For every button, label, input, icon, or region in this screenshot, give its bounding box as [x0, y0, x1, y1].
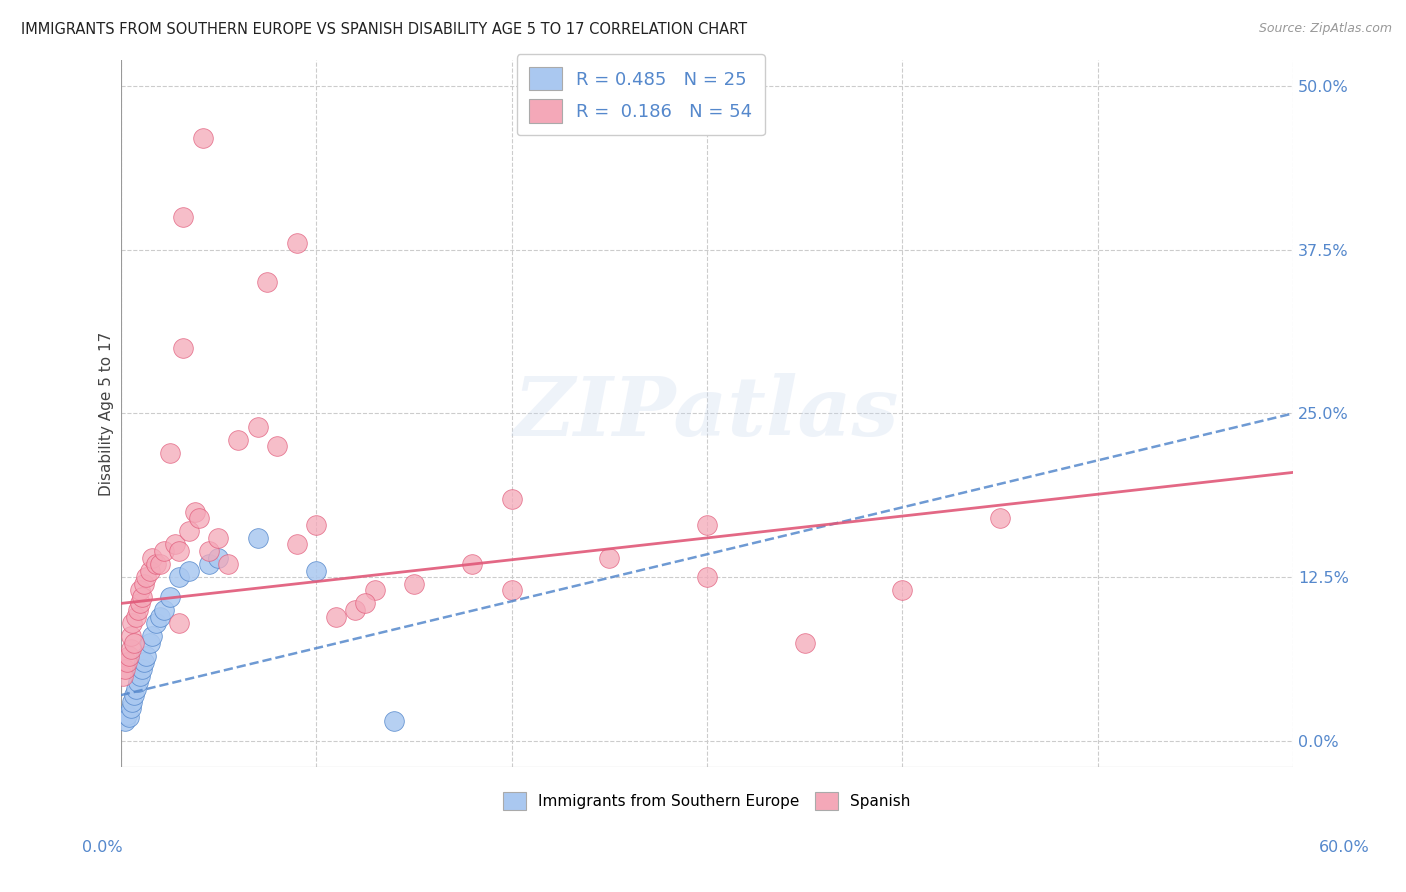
Point: [207, 550, 229, 565]
Point: [207, 531, 229, 545]
Point: [354, 597, 377, 611]
Point: [197, 544, 219, 558]
Point: [266, 439, 288, 453]
Point: [256, 276, 278, 290]
Point: [125, 681, 148, 696]
Point: [197, 557, 219, 571]
Point: [141, 629, 163, 643]
Y-axis label: Disability Age 5 to 17: Disability Age 5 to 17: [100, 331, 114, 496]
Point: [891, 583, 914, 598]
Point: [159, 446, 181, 460]
Point: [402, 576, 425, 591]
Point: [129, 597, 152, 611]
Point: [124, 636, 146, 650]
Point: [179, 564, 201, 578]
Text: 60.0%: 60.0%: [1319, 840, 1369, 855]
Point: [145, 616, 167, 631]
Point: [305, 564, 328, 578]
Point: [134, 656, 156, 670]
Point: [120, 701, 142, 715]
Point: [169, 570, 191, 584]
Point: [127, 603, 149, 617]
Point: [135, 570, 157, 584]
Point: [141, 550, 163, 565]
Point: [165, 537, 187, 551]
Point: [115, 707, 138, 722]
Point: [305, 517, 328, 532]
Point: [134, 576, 156, 591]
Point: [129, 668, 152, 682]
Text: ZIPatlas: ZIPatlas: [515, 374, 900, 453]
Point: [169, 616, 191, 631]
Point: [131, 662, 153, 676]
Point: [114, 714, 136, 729]
Point: [120, 642, 142, 657]
Point: [988, 511, 1011, 525]
Point: [246, 531, 269, 545]
Point: [461, 557, 484, 571]
Point: [152, 603, 174, 617]
Point: [217, 557, 239, 571]
Point: [598, 550, 620, 565]
Point: [226, 433, 249, 447]
Point: [187, 511, 209, 525]
Point: [793, 636, 815, 650]
Point: [501, 491, 523, 506]
Point: [117, 710, 139, 724]
Point: [325, 609, 347, 624]
Point: [124, 688, 146, 702]
Text: 0.0%: 0.0%: [83, 840, 122, 855]
Point: [285, 537, 308, 551]
Point: [149, 609, 172, 624]
Text: IMMIGRANTS FROM SOUTHERN EUROPE VS SPANISH DISABILITY AGE 5 TO 17 CORRELATION CH: IMMIGRANTS FROM SOUTHERN EUROPE VS SPANI…: [21, 22, 747, 37]
Point: [159, 590, 181, 604]
Legend: Immigrants from Southern Europe, Spanish: Immigrants from Southern Europe, Spanish: [498, 787, 917, 816]
Point: [135, 648, 157, 663]
Point: [111, 668, 134, 682]
Point: [139, 564, 162, 578]
Point: [501, 583, 523, 598]
Point: [117, 648, 139, 663]
Point: [172, 210, 194, 224]
Point: [125, 609, 148, 624]
Point: [127, 675, 149, 690]
Point: [191, 131, 214, 145]
Text: Source: ZipAtlas.com: Source: ZipAtlas.com: [1258, 22, 1392, 36]
Point: [121, 695, 143, 709]
Point: [145, 557, 167, 571]
Point: [246, 419, 269, 434]
Point: [344, 603, 367, 617]
Point: [149, 557, 172, 571]
Point: [121, 616, 143, 631]
Point: [129, 583, 152, 598]
Point: [139, 636, 162, 650]
Point: [285, 235, 308, 250]
Point: [382, 714, 405, 729]
Point: [114, 662, 136, 676]
Point: [120, 629, 142, 643]
Point: [169, 544, 191, 558]
Point: [364, 583, 387, 598]
Point: [184, 505, 207, 519]
Point: [115, 656, 138, 670]
Point: [152, 544, 174, 558]
Point: [131, 590, 153, 604]
Point: [696, 570, 718, 584]
Point: [172, 341, 194, 355]
Point: [179, 524, 201, 539]
Point: [696, 517, 718, 532]
